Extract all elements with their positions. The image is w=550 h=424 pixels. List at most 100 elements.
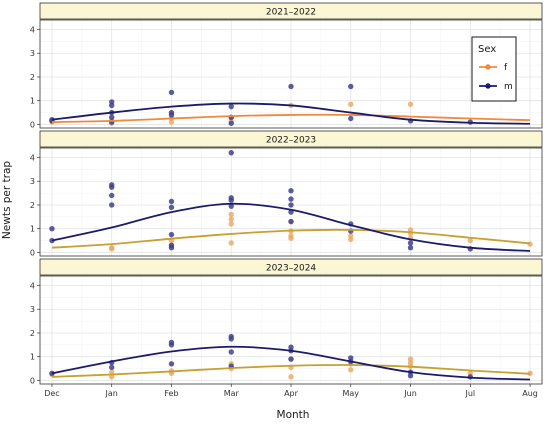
- male-point: [168, 342, 175, 348]
- legend-label: f: [504, 63, 508, 73]
- male-point: [228, 349, 234, 355]
- male-point: [228, 150, 234, 156]
- male-point: [228, 336, 234, 342]
- legend-box: [471, 36, 517, 102]
- male-fit-line: [51, 202, 531, 252]
- female-fit-line: [51, 113, 531, 123]
- female-point: [228, 216, 234, 222]
- facet-title: 2021–2022: [266, 8, 316, 18]
- y-tick-label: 3: [30, 49, 35, 58]
- facet-panel: 2022–2023 0 1 2 3 4: [30, 130, 543, 257]
- y-tick-label: 3: [30, 305, 35, 314]
- female-point: [168, 119, 175, 125]
- female-point: [467, 237, 473, 244]
- male-point: [288, 356, 294, 362]
- y-tick-label: 3: [30, 177, 35, 186]
- male-point: [228, 203, 234, 209]
- x-tick-label: Jul: [464, 389, 475, 398]
- male-point: [168, 231, 175, 238]
- female-point: [109, 369, 115, 375]
- x-tick-label: Apr: [284, 389, 299, 398]
- y-tick-label: 0: [30, 248, 35, 257]
- female-point: [407, 101, 414, 107]
- male-point: [109, 102, 115, 109]
- female-point: [348, 236, 354, 243]
- female-fit-line: [51, 364, 531, 378]
- male-point: [288, 83, 294, 90]
- female-point: [228, 221, 234, 227]
- male-point: [109, 192, 115, 199]
- x-tick-label: Jan: [105, 389, 118, 398]
- facet-strip: [39, 2, 543, 20]
- male-point: [288, 202, 294, 208]
- female-fit-line: [51, 228, 531, 249]
- facet-strip: [39, 258, 543, 276]
- male-point: [228, 197, 234, 203]
- x-tick-label: Mar: [224, 389, 240, 398]
- legend-key-point: [485, 83, 491, 89]
- male-point: [109, 114, 115, 121]
- facet-title: 2023–2024: [266, 264, 317, 274]
- male-point: [407, 372, 414, 379]
- male-fit-line: [51, 345, 531, 381]
- male-point: [49, 226, 55, 232]
- y-tick-label: 2: [30, 329, 35, 338]
- legend-key-point: [485, 64, 491, 70]
- male-point: [168, 112, 175, 118]
- y-tick-label: 1: [30, 97, 35, 106]
- female-point: [288, 374, 294, 380]
- male-point: [109, 202, 115, 208]
- male-point: [168, 204, 175, 211]
- legend-label: m: [504, 82, 513, 92]
- male-point: [168, 89, 175, 96]
- x-axis: Dec Jan Feb Mar Apr May Jun Jul Aug: [44, 384, 538, 398]
- male-point: [168, 361, 175, 367]
- facet-panel: 2021–2022 0 1 2 3 4: [30, 2, 543, 129]
- y-tick-label: 1: [30, 225, 35, 234]
- male-point: [228, 103, 234, 110]
- male-point: [109, 364, 115, 371]
- female-point: [348, 101, 354, 107]
- x-tick-label: Aug: [522, 389, 538, 398]
- female-point: [288, 235, 294, 241]
- male-point: [228, 120, 234, 126]
- y-tick-label: 0: [30, 376, 35, 385]
- y-tick-label: 4: [30, 281, 35, 290]
- x-tick-label: Feb: [164, 389, 178, 398]
- facet-strip: [39, 130, 543, 148]
- x-tick-label: Jun: [403, 389, 417, 398]
- y-tick-label: 4: [30, 25, 35, 34]
- male-point: [168, 244, 175, 251]
- y-tick-label: 2: [30, 201, 35, 210]
- y-axis-title: Newts per trap: [1, 161, 13, 239]
- y-tick-label: 2: [30, 73, 35, 82]
- male-point: [407, 240, 414, 246]
- male-point: [288, 188, 294, 194]
- male-point: [348, 83, 354, 90]
- y-tick-label: 1: [30, 353, 35, 362]
- panel-border: [39, 19, 543, 129]
- female-point: [228, 240, 234, 246]
- y-tick-label: 0: [30, 120, 35, 129]
- male-point: [109, 184, 115, 190]
- female-point: [348, 367, 354, 373]
- male-fit-line: [51, 102, 531, 125]
- male-point: [348, 115, 354, 122]
- y-tick-label: 4: [30, 153, 35, 162]
- x-tick-label: Dec: [44, 389, 59, 398]
- male-point: [288, 218, 294, 225]
- facet-panel: 2023–2024 0 1 2 3 4: [30, 258, 543, 385]
- male-point: [168, 198, 175, 205]
- panel-border: [39, 147, 543, 257]
- male-point: [288, 196, 294, 202]
- legend-title: Sex: [478, 44, 496, 55]
- x-tick-label: May: [342, 389, 359, 398]
- female-point: [109, 246, 115, 252]
- female-point: [228, 211, 234, 218]
- male-point: [407, 244, 414, 251]
- facet-title: 2022–2023: [266, 136, 316, 146]
- facet-panels: 2021–2022012342022–2023012342023–2024012…: [30, 2, 543, 385]
- x-axis-title: Month: [277, 409, 310, 421]
